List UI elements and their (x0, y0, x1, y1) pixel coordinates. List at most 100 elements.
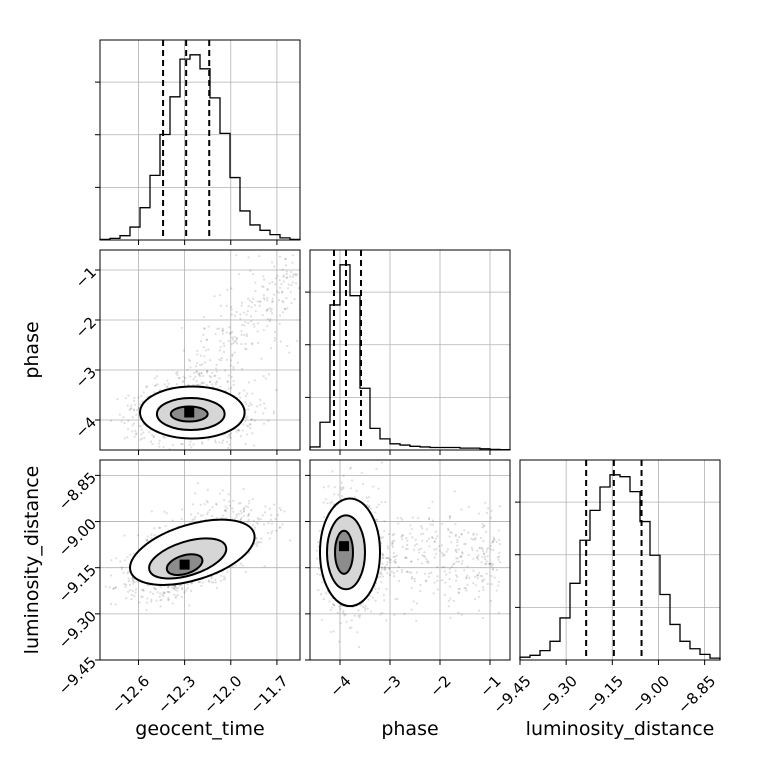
scatter-point (195, 361, 199, 365)
scatter-point (161, 593, 164, 596)
scatter-point (132, 582, 135, 585)
scatter-point (208, 508, 211, 512)
y-tick-label: −1 (72, 263, 100, 291)
scatter-point (385, 587, 388, 591)
scatter-point (281, 299, 284, 303)
scatter-point (457, 588, 460, 591)
scatter-point (466, 565, 469, 568)
scatter-point (379, 571, 383, 574)
scatter-point (141, 595, 144, 599)
scatter-point (467, 531, 470, 534)
scatter-point (460, 551, 464, 554)
scatter-point (472, 569, 475, 572)
scatter-point (343, 614, 346, 617)
scatter-point (278, 526, 281, 529)
scatter-point (493, 538, 496, 541)
scatter-point (270, 522, 274, 525)
scatter-point (428, 545, 431, 548)
scatter-point (214, 578, 217, 581)
scatter-point (232, 341, 235, 345)
scatter-point (153, 527, 156, 530)
scatter-point (273, 336, 276, 340)
scatter-point (400, 570, 403, 574)
scatter-point (150, 510, 153, 513)
scatter-point (472, 582, 475, 585)
scatter-point (463, 543, 466, 546)
scatter-point (196, 349, 199, 352)
x-tick-label: −9.00 (628, 672, 673, 717)
scatter-point (293, 298, 296, 301)
scatter-point (280, 282, 283, 286)
scatter-point (381, 556, 384, 560)
scatter-point (241, 429, 244, 432)
scatter-point (490, 562, 493, 565)
scatter-point (268, 307, 272, 310)
scatter-point (278, 506, 281, 510)
scatter-point (266, 318, 270, 321)
scatter-point (248, 422, 252, 426)
scatter-point (163, 592, 166, 595)
scatter-point (322, 501, 325, 504)
scatter-point (245, 424, 248, 427)
scatter-point (181, 508, 184, 511)
scatter-point (189, 375, 192, 378)
scatter-point (260, 357, 263, 360)
scatter-point (497, 529, 500, 532)
scatter-point (152, 592, 155, 596)
scatter-point (295, 339, 299, 342)
scatter-point (223, 508, 227, 512)
scatter-point (197, 581, 200, 584)
scatter-point (308, 514, 310, 516)
scatter-point (422, 532, 425, 535)
scatter-point (158, 439, 161, 442)
scatter-point (336, 611, 339, 614)
scatter-point (233, 351, 236, 354)
scatter-point (249, 319, 253, 323)
scatter-point (201, 382, 204, 385)
scatter-point (353, 614, 356, 617)
scatter-point (338, 605, 341, 608)
scatter-point (233, 517, 237, 521)
scatter-point (206, 338, 209, 341)
scatter-point (240, 367, 244, 371)
scatter-point (200, 441, 204, 444)
scatter-point (249, 509, 253, 512)
scatter-point (158, 526, 161, 529)
scatter-point (285, 276, 288, 279)
scatter-point (154, 588, 157, 591)
scatter-point (244, 394, 247, 398)
scatter-point (181, 381, 184, 384)
scatter-point (420, 562, 424, 565)
scatter-point (219, 304, 223, 307)
scatter-point (356, 631, 359, 634)
x-tick-label: −8.85 (674, 672, 719, 717)
scatter-point (132, 579, 135, 582)
scatter-point (158, 595, 161, 598)
scatter-point (411, 516, 414, 519)
scatter-point (443, 553, 446, 557)
scatter-point (456, 538, 459, 542)
scatter-point (271, 300, 274, 303)
scatter-point (456, 575, 459, 578)
scatter-point (457, 591, 461, 594)
scatter-point (332, 503, 335, 506)
scatter-point (166, 385, 169, 389)
scatter-point (175, 383, 178, 386)
scatter-point (192, 378, 195, 381)
scatter-point (262, 329, 265, 332)
scatter-point (284, 308, 287, 311)
scatter-point (216, 380, 219, 383)
scatter-point (286, 287, 290, 290)
scatter-point (340, 486, 343, 490)
scatter-point (211, 383, 214, 386)
scatter-point (220, 356, 223, 360)
scatter-point (410, 586, 413, 589)
scatter-point (410, 571, 413, 574)
scatter-point (382, 536, 385, 539)
scatter-point (396, 570, 399, 573)
scatter-point (218, 327, 221, 330)
scatter-point (228, 332, 232, 335)
scatter-point (388, 557, 391, 560)
scatter-point (454, 523, 457, 526)
scatter-point (394, 561, 398, 564)
